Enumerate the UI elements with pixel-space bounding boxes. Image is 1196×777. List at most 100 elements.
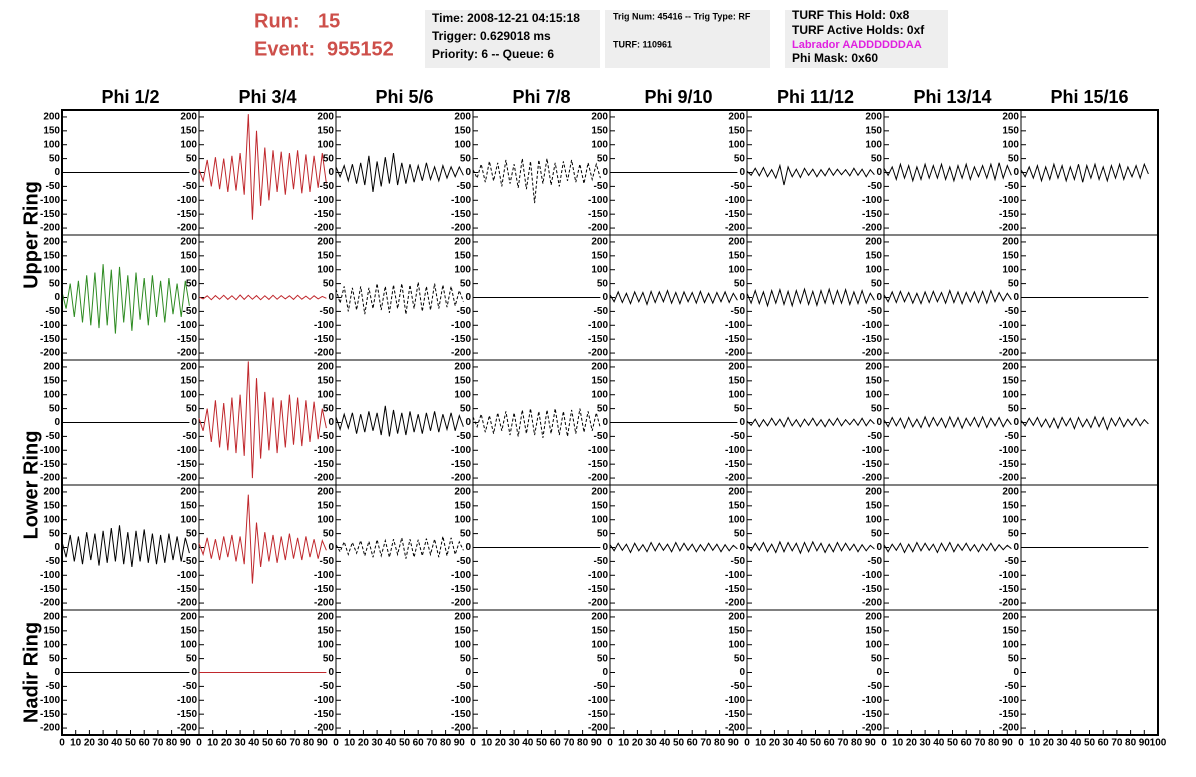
y-tick-label: 50 [871, 403, 883, 414]
y-tick-label: -100 [40, 320, 60, 331]
x-tick-label: 50 [399, 738, 411, 749]
x-tick-label: 60 [961, 738, 973, 749]
y-tick-label: -100 [862, 695, 882, 706]
y-tick-label: -100 [588, 445, 608, 456]
y-tick-label: -200 [451, 723, 471, 734]
x-tick-label: 60 [139, 738, 151, 749]
y-tick-label: -100 [725, 695, 745, 706]
y-tick-label: 100 [454, 264, 471, 275]
y-tick-label: 200 [591, 112, 608, 123]
y-tick-label: -150 [177, 709, 197, 720]
x-tick-label: 10 [344, 738, 356, 749]
x-tick-label: 20 [632, 738, 644, 749]
column-header: Phi 7/8 [512, 87, 570, 107]
x-tick-label: 90 [728, 738, 740, 749]
y-tick-label: 150 [1002, 625, 1019, 636]
y-tick-label: -200 [177, 223, 197, 234]
y-tick-label: -50 [731, 181, 746, 192]
y-tick-label: 50 [1008, 653, 1020, 664]
y-tick-label: -200 [725, 473, 745, 484]
y-tick-label: 200 [1002, 612, 1019, 623]
y-tick-label: 150 [865, 125, 882, 136]
y-tick-label: -50 [731, 306, 746, 317]
y-tick-label: 150 [728, 375, 745, 386]
y-tick-label: -150 [40, 459, 60, 470]
y-tick-label: -100 [999, 445, 1019, 456]
waveform [746, 287, 875, 308]
y-tick-label: -50 [868, 556, 883, 567]
x-tick-label: 30 [509, 738, 521, 749]
y-tick-label: 200 [865, 112, 882, 123]
y-tick-label: -100 [725, 570, 745, 581]
y-tick-label: -200 [451, 473, 471, 484]
y-tick-label: 150 [317, 125, 334, 136]
x-tick-label: 50 [262, 738, 274, 749]
y-tick-label: -50 [594, 306, 609, 317]
y-tick-label: -50 [457, 306, 472, 317]
waveform [883, 289, 1012, 306]
y-tick-label: 0 [739, 667, 745, 678]
y-tick-label: 150 [454, 375, 471, 386]
y-tick-label: 100 [454, 389, 471, 400]
y-tick-label: 200 [1002, 112, 1019, 123]
y-tick-label: 150 [865, 500, 882, 511]
y-tick-label: 150 [591, 500, 608, 511]
y-tick-label: -150 [451, 709, 471, 720]
waveform [198, 114, 327, 220]
y-tick-label: -150 [588, 334, 608, 345]
waveform [335, 153, 464, 192]
y-tick-label: 200 [43, 237, 60, 248]
y-tick-label: -100 [451, 570, 471, 581]
y-tick-label: -150 [999, 584, 1019, 595]
y-tick-label: -100 [451, 445, 471, 456]
y-tick-label: 100 [591, 264, 608, 275]
y-tick-label: -50 [457, 181, 472, 192]
y-tick-label: 200 [180, 362, 197, 373]
y-tick-label: -150 [588, 584, 608, 595]
y-tick-label: 0 [54, 167, 60, 178]
x-tick-label: 30 [783, 738, 795, 749]
y-tick-label: 0 [54, 542, 60, 553]
y-tick-label: 50 [49, 153, 61, 164]
y-tick-label: -200 [725, 723, 745, 734]
y-tick-label: 50 [734, 153, 746, 164]
y-tick-label: -100 [314, 445, 334, 456]
y-tick-label: 150 [180, 625, 197, 636]
y-tick-label: -200 [40, 723, 60, 734]
x-tick-label: 10 [892, 738, 904, 749]
y-tick-label: -200 [314, 223, 334, 234]
y-tick-label: -100 [40, 195, 60, 206]
y-tick-label: 150 [728, 250, 745, 261]
y-tick-label: 150 [317, 625, 334, 636]
y-tick-label: 50 [597, 403, 609, 414]
x-tick-label: 40 [796, 738, 808, 749]
waveform [1020, 415, 1149, 431]
y-tick-label: 100 [1002, 389, 1019, 400]
y-tick-label: -200 [314, 598, 334, 609]
info-text: Phi Mask: 0x60 [792, 51, 878, 65]
x-tick-label: 10 [618, 738, 630, 749]
y-tick-label: 150 [591, 125, 608, 136]
y-tick-label: 150 [454, 250, 471, 261]
y-tick-label: 100 [43, 389, 60, 400]
x-tick-label: 0 [881, 738, 887, 749]
ring-label: Lower Ring [20, 431, 42, 540]
y-tick-label: -200 [999, 598, 1019, 609]
y-tick-label: 0 [191, 667, 197, 678]
info-box [785, 10, 948, 68]
x-tick-label: 50 [947, 738, 959, 749]
x-tick-label: 30 [98, 738, 110, 749]
y-tick-label: 100 [728, 389, 745, 400]
y-tick-label: 50 [871, 528, 883, 539]
y-tick-label: 0 [876, 542, 882, 553]
y-tick-label: 150 [1002, 125, 1019, 136]
y-tick-label: 200 [591, 487, 608, 498]
y-tick-label: 0 [739, 292, 745, 303]
y-tick-label: 200 [454, 362, 471, 373]
y-tick-label: 0 [328, 417, 334, 428]
y-tick-label: 200 [180, 237, 197, 248]
y-tick-label: 150 [728, 500, 745, 511]
y-tick-label: 150 [865, 250, 882, 261]
y-tick-label: 0 [1013, 667, 1019, 678]
y-tick-label: 0 [1013, 292, 1019, 303]
